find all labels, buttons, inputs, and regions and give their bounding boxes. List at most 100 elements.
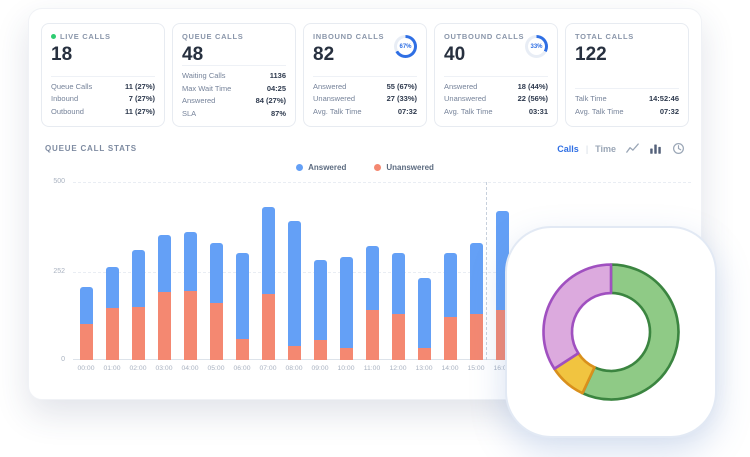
chart-legend: Answered Unanswered — [29, 163, 701, 172]
line-chart-icon[interactable] — [626, 142, 639, 155]
bar-11:00[interactable] — [365, 246, 379, 360]
answered-segment — [287, 221, 301, 346]
bar-slot — [281, 221, 307, 360]
unanswered-segment — [417, 347, 431, 360]
x-tick-label: 13:00 — [415, 365, 433, 372]
stat-row: Waiting Calls 1136 — [182, 70, 286, 83]
bar-14:00[interactable] — [443, 253, 457, 360]
stat-label: Avg. Talk Time — [575, 106, 624, 116]
card-stats: Waiting Calls 1136 Max Wait Time 04:25 Answe… — [182, 65, 286, 120]
bar-slot — [463, 242, 489, 360]
stat-cards-row: LIVE CALLS 18 Queue Calls 11 (27%) Inbound 7 … — [29, 9, 701, 127]
bar-04:00[interactable] — [183, 231, 197, 360]
bar-07:00[interactable] — [261, 206, 275, 360]
bar-slot — [359, 246, 385, 360]
bar-10:00[interactable] — [339, 256, 353, 360]
stat-row: Avg. Talk Time 07:32 — [575, 106, 679, 119]
stat-value: 07:32 — [397, 106, 417, 116]
bar-slot — [411, 278, 437, 360]
card-header: QUEUE CALLS — [182, 32, 286, 41]
x-tick-label: 05:00 — [207, 365, 225, 372]
x-tick-label: 16:00 — [493, 365, 511, 372]
x-tick-label: 03:00 — [155, 365, 173, 372]
unanswered-segment — [339, 347, 353, 360]
answered-segment — [79, 287, 93, 325]
stat-value: 55 (67%) — [386, 81, 417, 91]
stat-row: Unanswered 27 (33%) — [313, 93, 417, 106]
card-title: TOTAL CALLS — [575, 32, 634, 41]
bar-01:00[interactable] — [105, 267, 119, 360]
unanswered-segment — [469, 313, 483, 360]
stat-card-queue-calls: QUEUE CALLS 48 Waiting Calls 1136 Max Wait T… — [172, 23, 296, 127]
unanswered-segment — [105, 308, 119, 360]
card-title: OUTBOUND CALLS — [444, 32, 525, 41]
stat-row: Max Wait Time 04:25 — [182, 83, 286, 96]
stat-card-inbound-calls: INBOUND CALLS 82 67% Answered 55 (67%) Unansw… — [303, 23, 427, 127]
bar-02:00[interactable] — [131, 249, 145, 360]
card-header: TOTAL CALLS — [575, 32, 679, 41]
stat-row: Answered 84 (27%) — [182, 95, 286, 108]
bar-15:00[interactable] — [469, 242, 483, 360]
y-tick-label: 252 — [53, 267, 65, 275]
stat-row: Answered 55 (67%) — [313, 81, 417, 94]
y-tick-label: 500 — [53, 178, 65, 185]
bar-slot — [333, 256, 359, 360]
bars-container — [73, 182, 541, 360]
unanswered-segment — [209, 303, 223, 360]
x-tick-label: 00:00 — [77, 365, 95, 372]
bar-chart-icon[interactable] — [649, 142, 662, 155]
chart-controls: Calls | Time — [557, 142, 685, 155]
bar-13:00[interactable] — [417, 278, 431, 360]
bar-03:00[interactable] — [157, 235, 171, 360]
unanswered-segment — [365, 310, 379, 360]
legend-item[interactable]: Answered — [296, 163, 346, 172]
bar-12:00[interactable] — [391, 253, 405, 360]
time-marker-dashed-line — [486, 182, 487, 360]
stat-label: Inbound — [51, 94, 79, 103]
toggle-time[interactable]: Time — [595, 143, 616, 154]
bar-08:00[interactable] — [287, 221, 301, 360]
stat-label: Answered — [182, 96, 216, 105]
bar-05:00[interactable] — [209, 242, 223, 360]
answered-segment — [183, 231, 197, 291]
answered-segment — [443, 253, 457, 318]
card-value: 122 — [575, 44, 607, 65]
stat-row: Outbound 11 (27%) — [51, 106, 155, 119]
stat-row: SLA 87% — [182, 108, 286, 121]
legend-dot — [296, 164, 304, 171]
bar-slot — [255, 206, 281, 360]
answered-segment — [391, 253, 405, 314]
bar-06:00[interactable] — [235, 253, 249, 360]
x-tick-label: 08:00 — [285, 365, 303, 372]
stat-row: Answered 18 (44%) — [444, 81, 548, 94]
card-value-row: 48 — [182, 45, 286, 65]
card-stats: Queue Calls 11 (27%) Inbound 7 (27%) Outboun… — [51, 75, 155, 119]
stat-label: Max Wait Time — [182, 83, 232, 93]
unanswered-segment — [131, 306, 145, 360]
stat-label: Unanswered — [313, 94, 356, 103]
stat-value: 7 (27%) — [128, 94, 155, 103]
card-value-row: 82 67% — [313, 35, 417, 65]
bar-00:00[interactable] — [79, 287, 93, 360]
stat-value: 84 (27%) — [255, 96, 286, 105]
stat-label: Avg. Talk Time — [313, 106, 362, 116]
bar-09:00[interactable] — [313, 260, 327, 360]
answered-segment — [313, 260, 327, 341]
stat-value: 11 (27%) — [124, 81, 155, 91]
clock-icon[interactable] — [672, 142, 685, 155]
percent-badge-label: 33% — [528, 38, 545, 55]
legend-item[interactable]: Unanswered — [374, 163, 434, 172]
unanswered-segment — [235, 338, 249, 360]
toggle-calls[interactable]: Calls — [557, 143, 579, 154]
x-tick-label: 06:00 — [233, 365, 251, 372]
chart-header: QUEUE CALL STATS Calls | Time — [29, 142, 701, 155]
bar-slot — [385, 253, 411, 360]
percent-badge-label: 67% — [397, 38, 414, 55]
stat-label: Talk Time — [575, 94, 607, 103]
answered-segment — [417, 278, 431, 348]
stat-value: 07:32 — [659, 106, 679, 116]
card-value-row: 122 — [575, 45, 679, 65]
card-title: QUEUE CALLS — [182, 32, 244, 41]
unanswered-segment — [391, 313, 405, 360]
